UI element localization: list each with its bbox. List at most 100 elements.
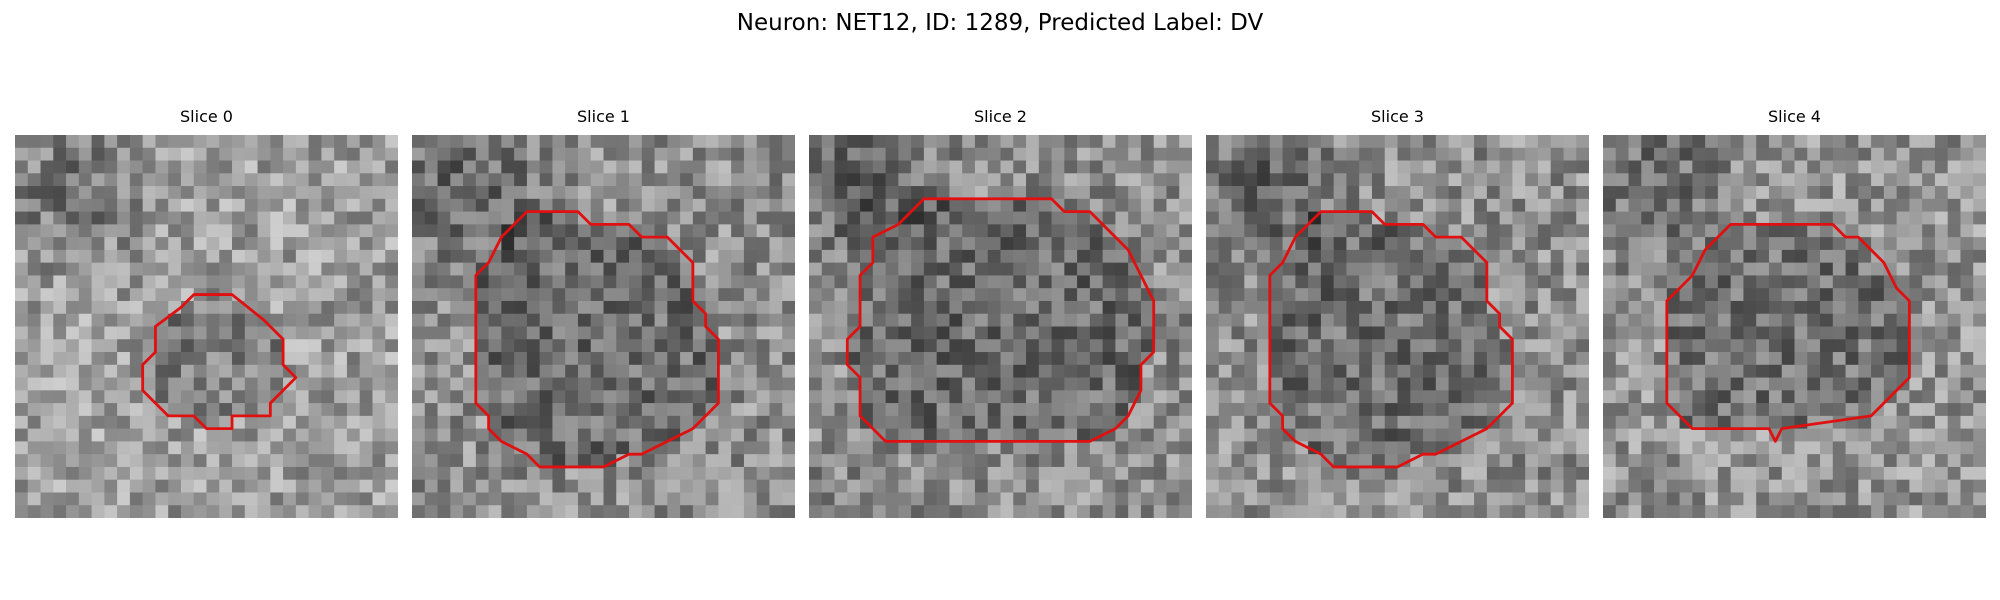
pixel bbox=[552, 339, 566, 353]
pixel bbox=[847, 479, 861, 493]
pixel bbox=[1308, 135, 1322, 149]
pixel bbox=[1359, 160, 1373, 174]
pixel bbox=[590, 224, 604, 238]
pixel bbox=[1038, 339, 1052, 353]
pixel bbox=[514, 147, 528, 161]
pixel bbox=[1550, 173, 1564, 187]
pixel bbox=[860, 326, 874, 340]
pixel bbox=[1346, 326, 1360, 340]
pixel bbox=[1320, 415, 1334, 429]
pixel bbox=[987, 186, 1001, 200]
pixel bbox=[526, 186, 540, 200]
pixel bbox=[359, 403, 373, 417]
pixel bbox=[1896, 403, 1910, 417]
pixel bbox=[372, 390, 386, 404]
pixel bbox=[1525, 352, 1539, 366]
pixel bbox=[1320, 211, 1334, 225]
pixel bbox=[385, 352, 398, 366]
pixel bbox=[936, 466, 950, 480]
pixel bbox=[539, 364, 553, 378]
pixel bbox=[1423, 173, 1437, 187]
pixel bbox=[654, 288, 668, 302]
pixel bbox=[782, 288, 795, 302]
pixel bbox=[1397, 479, 1411, 493]
pixel bbox=[1909, 262, 1923, 276]
pixel bbox=[244, 275, 258, 289]
pixel bbox=[949, 377, 963, 391]
pixel bbox=[860, 135, 874, 149]
pixel bbox=[756, 300, 770, 314]
pixel bbox=[1051, 288, 1065, 302]
pixel bbox=[1922, 249, 1936, 263]
pixel bbox=[1064, 492, 1078, 506]
pixel bbox=[667, 466, 681, 480]
pixel bbox=[1679, 147, 1693, 161]
pixel bbox=[244, 364, 258, 378]
pixel bbox=[488, 147, 502, 161]
pixel bbox=[1038, 326, 1052, 340]
pixel bbox=[743, 364, 757, 378]
pixel bbox=[756, 147, 770, 161]
pixel bbox=[1461, 339, 1475, 353]
pixel bbox=[168, 505, 182, 518]
pixel bbox=[117, 377, 131, 391]
pixel bbox=[180, 403, 194, 417]
pixel bbox=[1871, 224, 1885, 238]
pixel bbox=[756, 415, 770, 429]
pixel bbox=[1077, 415, 1091, 429]
pixel bbox=[1166, 147, 1180, 161]
pixel bbox=[385, 211, 398, 225]
pixel bbox=[1537, 211, 1551, 225]
pixel bbox=[463, 339, 477, 353]
pixel bbox=[78, 352, 92, 366]
pixel bbox=[53, 428, 67, 442]
pixel bbox=[180, 313, 194, 327]
pixel bbox=[129, 492, 143, 506]
pixel bbox=[911, 135, 925, 149]
pixel bbox=[346, 313, 360, 327]
pixel bbox=[1666, 326, 1680, 340]
pixel bbox=[15, 428, 29, 442]
pixel bbox=[680, 135, 694, 149]
pixel bbox=[104, 505, 118, 518]
pixel bbox=[1000, 339, 1014, 353]
pixel bbox=[257, 147, 271, 161]
pixel bbox=[1781, 313, 1795, 327]
pixel bbox=[577, 415, 591, 429]
pixel bbox=[91, 173, 105, 187]
pixel bbox=[1461, 300, 1475, 314]
pixel bbox=[1384, 466, 1398, 480]
pixel bbox=[1883, 441, 1897, 455]
pixel bbox=[1615, 160, 1629, 174]
pixel bbox=[232, 160, 246, 174]
pixel bbox=[1692, 173, 1706, 187]
pixel bbox=[1525, 492, 1539, 506]
pixel bbox=[962, 326, 976, 340]
pixel bbox=[898, 135, 912, 149]
pixel bbox=[1973, 364, 1986, 378]
pixel bbox=[1922, 390, 1936, 404]
pixel bbox=[295, 505, 309, 518]
pixel bbox=[1218, 352, 1232, 366]
pixel bbox=[743, 262, 757, 276]
pixel bbox=[219, 160, 233, 174]
pixel bbox=[1692, 441, 1706, 455]
pixel bbox=[53, 135, 67, 149]
pixel bbox=[936, 147, 950, 161]
pixel bbox=[1781, 326, 1795, 340]
slice-panel-4: Slice 4 bbox=[1603, 105, 1986, 518]
pixel bbox=[463, 454, 477, 468]
pixel bbox=[501, 173, 515, 187]
pixel bbox=[450, 390, 464, 404]
pixel bbox=[923, 479, 937, 493]
pixel bbox=[1410, 505, 1424, 518]
pixel bbox=[705, 377, 719, 391]
pixel bbox=[1244, 377, 1258, 391]
pixel bbox=[1679, 377, 1693, 391]
pixel bbox=[232, 237, 246, 251]
pixel bbox=[1333, 224, 1347, 238]
pixel bbox=[270, 224, 284, 238]
pixel bbox=[974, 390, 988, 404]
pixel bbox=[1346, 147, 1360, 161]
pixel bbox=[987, 249, 1001, 263]
